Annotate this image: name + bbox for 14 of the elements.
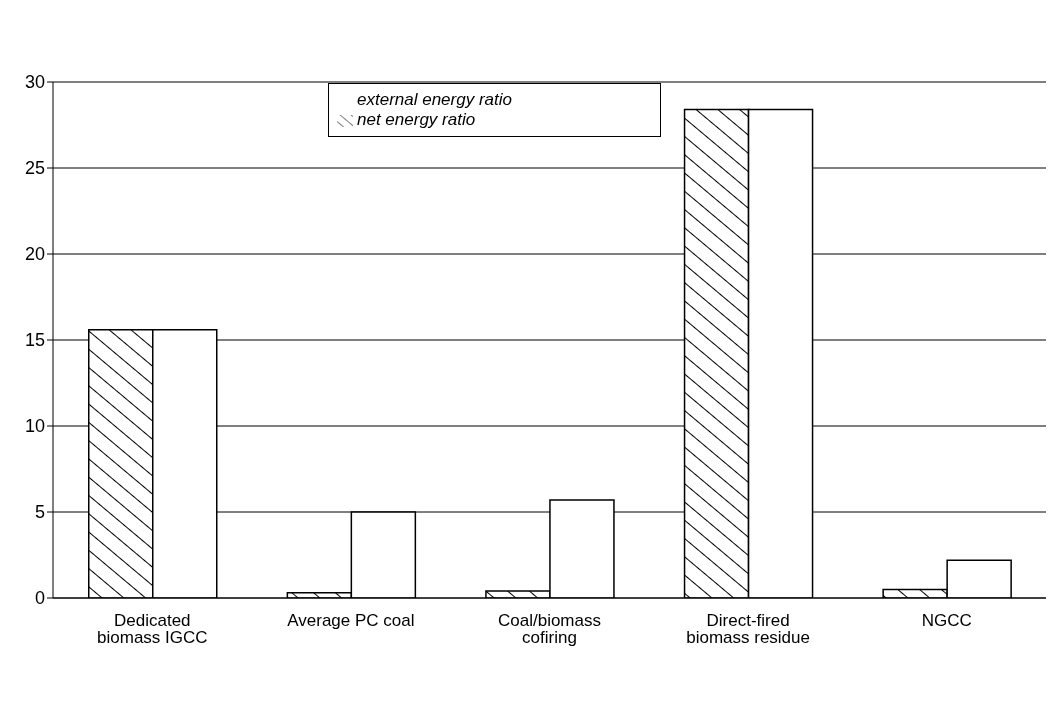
x-tick-label: Dedicated biomass IGCC xyxy=(97,611,208,648)
y-tick-label: 20 xyxy=(24,244,45,265)
y-tick-label: 30 xyxy=(24,72,45,93)
text: external energy ratio xyxy=(357,90,512,109)
x-tick-label: Average PC coal xyxy=(287,611,415,631)
y-tick-label: 10 xyxy=(24,416,45,437)
x-tick-label: NGCC xyxy=(921,611,972,631)
y-tick-label: 0 xyxy=(34,588,45,609)
y-tick-label: 15 xyxy=(24,330,45,351)
x-tick-label: Coal/biomass cofiring xyxy=(498,611,601,648)
y-tick-label: 5 xyxy=(34,502,45,523)
x-tick-label: Direct-fired biomass residue xyxy=(686,611,810,648)
y-tick-label: 25 xyxy=(24,158,45,179)
legend-label: net energy ratio xyxy=(357,110,476,129)
